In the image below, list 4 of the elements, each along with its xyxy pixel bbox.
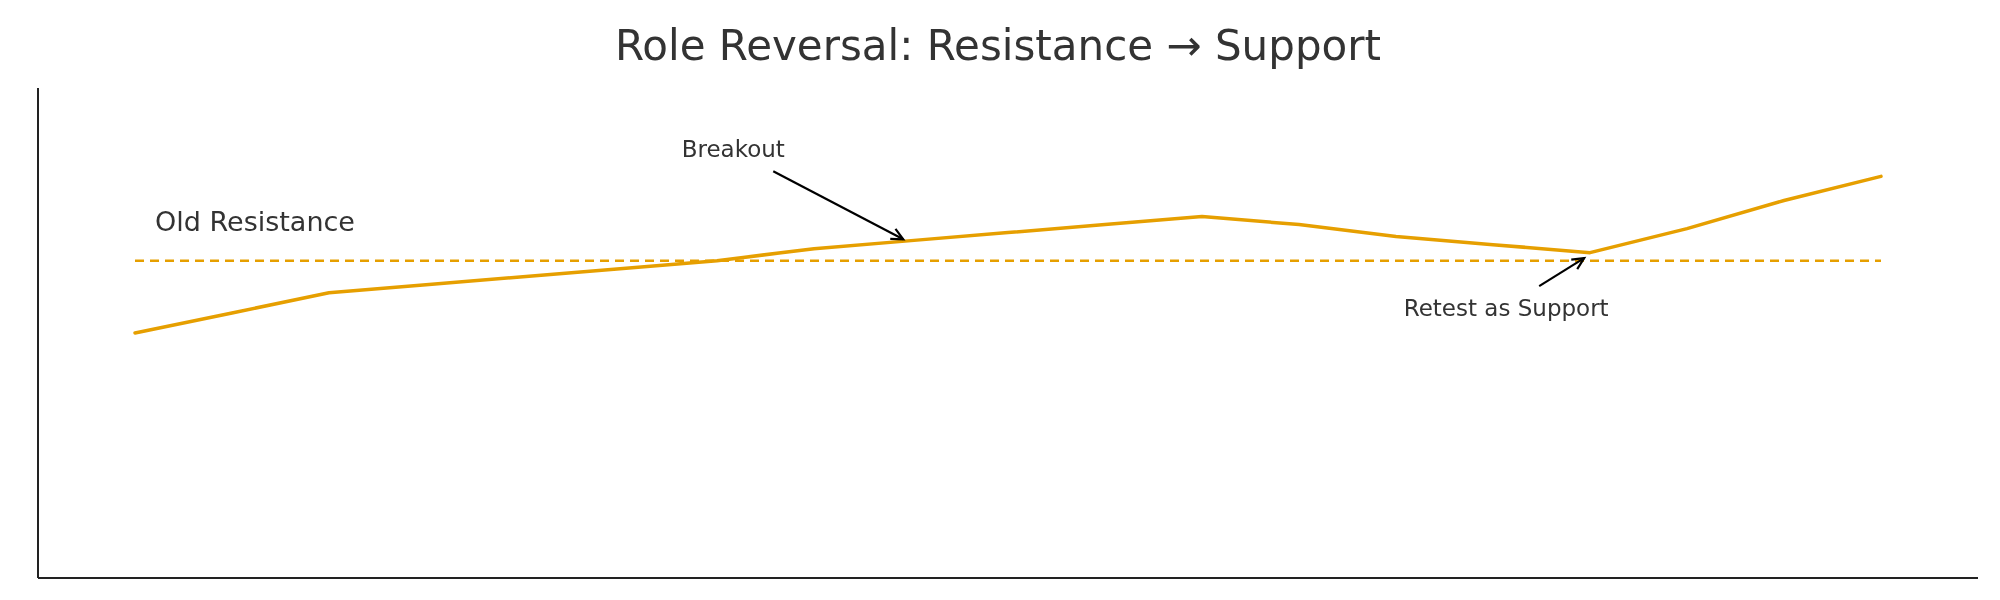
chart-title: Role Reversal: Resistance → Support bbox=[615, 21, 1381, 70]
annotation: Retest as Support bbox=[1403, 295, 1609, 322]
text: Breakout bbox=[681, 136, 785, 163]
ref-line-label: Old Resistance bbox=[155, 205, 355, 237]
